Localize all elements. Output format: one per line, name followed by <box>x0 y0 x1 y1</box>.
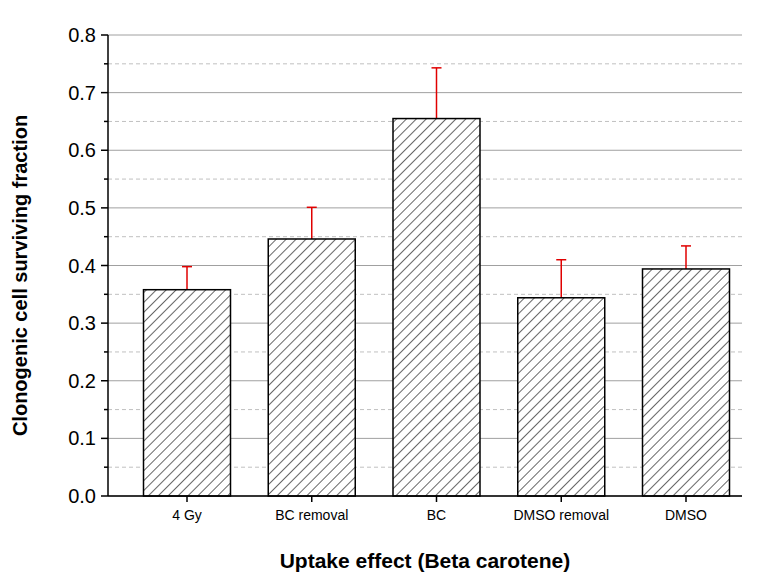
error-cap <box>307 207 317 209</box>
y-tick <box>101 207 108 209</box>
y-tick <box>101 380 108 382</box>
y-tick <box>101 34 108 36</box>
y-tick <box>101 92 108 94</box>
x-tick-label: DMSO <box>665 507 707 523</box>
x-tick <box>436 496 438 502</box>
bar <box>393 119 480 496</box>
bar <box>144 290 231 496</box>
error-cap <box>681 245 691 247</box>
bar <box>643 269 730 496</box>
x-tick <box>311 496 313 502</box>
error-cap <box>556 259 566 261</box>
bar <box>268 239 355 496</box>
error-cap <box>182 266 192 268</box>
y-axis-title: Clonogenic cell surviving fraction <box>9 115 31 436</box>
error-cap <box>432 67 442 69</box>
grid-line <box>108 92 742 93</box>
y-tick-label: 0.7 <box>68 82 96 104</box>
x-tick-label: 4 Gy <box>172 507 202 523</box>
x-tick <box>685 496 687 502</box>
x-tick <box>561 496 563 502</box>
y-tick-label: 0.5 <box>68 197 96 219</box>
chart: 0.0 0.1 0.2 0.3 0.4 0.5 0.6 0.7 0.8 4 Gy BC remova… <box>0 0 770 587</box>
y-tick <box>101 438 108 440</box>
x-tick-label: DMSO removal <box>513 507 609 523</box>
y-tick-label: 0.4 <box>68 255 96 277</box>
y-tick-label: 0.2 <box>68 370 96 392</box>
y-tick-label: 0.3 <box>68 312 96 334</box>
y-tick <box>101 322 108 324</box>
bar <box>518 298 605 496</box>
y-tick <box>101 150 108 152</box>
y-tick-label: 0.0 <box>68 485 96 507</box>
x-tick <box>186 496 188 502</box>
x-tick-label: BC removal <box>275 507 348 523</box>
y-tick-label: 0.1 <box>68 427 96 449</box>
x-axis <box>108 495 742 497</box>
x-axis-title: Uptake effect (Beta carotene) <box>280 549 571 572</box>
minor-grid-line <box>108 63 742 64</box>
grid-line <box>108 35 742 36</box>
x-tick-label: BC <box>427 507 446 523</box>
y-tick <box>101 495 108 497</box>
y-tick-label: 0.6 <box>68 139 96 161</box>
grid-line <box>108 496 742 497</box>
y-tick-label: 0.8 <box>68 24 96 46</box>
y-tick <box>101 265 108 267</box>
